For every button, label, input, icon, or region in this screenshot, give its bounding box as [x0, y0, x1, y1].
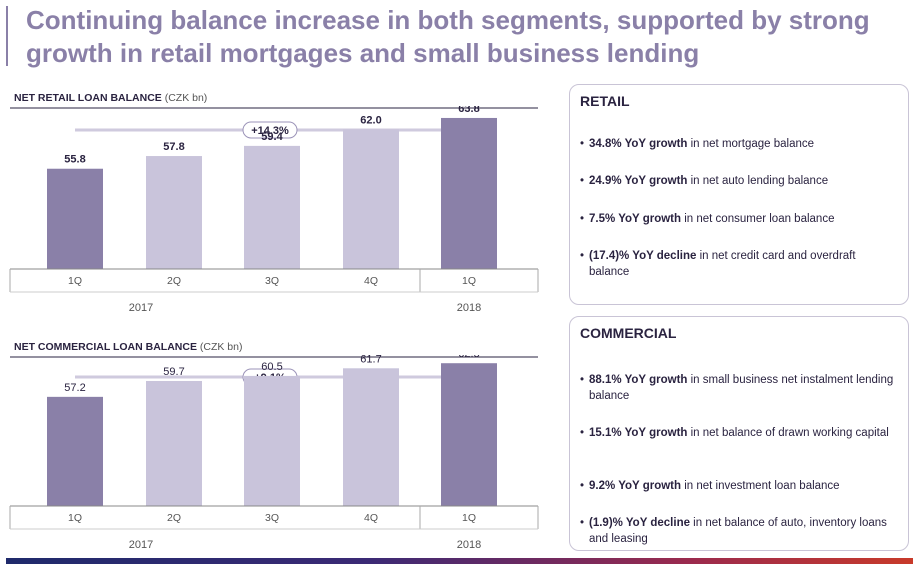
growth-label: +14.3% — [251, 125, 289, 137]
bar — [441, 117, 497, 269]
bar — [441, 363, 497, 506]
retail-bullet-text: in net mortgage balance — [687, 138, 815, 150]
retail-bullet: • 7.5% YoY growth in net consumer loan ba… — [580, 213, 835, 225]
category-label: 2Q — [167, 275, 181, 287]
page-title: Continuing balance increase in both segm… — [26, 5, 870, 68]
category-label: 4Q — [364, 275, 378, 287]
bar-value-label: 63.8 — [458, 106, 479, 115]
commercial-bullet-text: in small business net instalment lending… — [589, 374, 894, 402]
title-accent-bar — [6, 6, 8, 66]
commercial-chart-title: NET COMMERCIAL LOAN BALANCE (CZK bn) — [14, 341, 242, 353]
commercial-panel: COMMERCIAL • 88.1% YoY growth in small bu… — [569, 316, 909, 551]
commercial-bullet-bold: 15.1% YoY growth — [589, 427, 688, 439]
bar-value-label: 57.2 — [64, 382, 85, 394]
bar-value-label: 59.4 — [261, 131, 283, 143]
bar — [244, 375, 300, 506]
bar — [244, 145, 300, 269]
bar — [47, 168, 103, 269]
category-label: 1Q — [68, 512, 82, 524]
bar — [343, 129, 399, 269]
bar-value-label: 60.5 — [261, 361, 282, 373]
category-label: 2Q — [167, 512, 181, 524]
retail-bullet-text: in net credit card and overdraft balance — [589, 250, 856, 278]
commercial-bullet: • 88.1% YoY growth in small business net … — [580, 374, 894, 402]
retail-loan-chart: +14.3% 55.8 1Q 57.8 2Q 59.4 3Q 62.0 4Q 63.8 1Q 2017… — [9, 106, 539, 314]
bar-value-label: 55.8 — [64, 154, 85, 166]
category-label: 3Q — [265, 275, 279, 287]
category-label: 1Q — [462, 512, 476, 524]
bar-value-label: 62.0 — [360, 114, 381, 126]
retail-chart-title-text: NET RETAIL LOAN BALANCE — [14, 92, 162, 104]
category-label: 3Q — [265, 512, 279, 524]
retail-bullet: • (17.4)% YoY decline in net credit card … — [580, 250, 856, 278]
retail-bullet-text: in net auto lending balance — [687, 175, 829, 187]
bar-value-label: 57.8 — [163, 141, 184, 153]
bar — [47, 396, 103, 506]
retail-bullet-bold: 24.9% YoY growth — [589, 175, 688, 187]
commercial-bullet-text: in net balance of auto, inventory loans … — [589, 517, 887, 545]
retail-bullet-bold: 7.5% YoY growth — [589, 213, 682, 225]
growth-badge — [242, 121, 298, 139]
retail-bullet-bold: (17.4)% YoY decline — [589, 250, 697, 262]
commercial-loan-chart: +9.1%57.21Q59.72Q60.53Q61.74Q62.51Q20172… — [9, 355, 539, 551]
bar — [146, 380, 202, 506]
year-label: 2018 — [457, 302, 481, 314]
retail-chart-title: NET RETAIL LOAN BALANCE (CZK bn) — [14, 92, 207, 104]
bar-value-label: 62.5 — [458, 355, 479, 360]
commercial-bullet-text: in net balance of drawn working capital — [687, 427, 889, 439]
commercial-bullet-bold: 88.1% YoY growth — [589, 374, 688, 386]
commercial-bullet-bold: 9.2% YoY growth — [589, 480, 682, 492]
footer-gradient-bar — [6, 558, 913, 564]
bar — [343, 368, 399, 506]
year-label: 2018 — [457, 539, 481, 551]
retail-bullet-text: in net consumer loan balance — [681, 213, 835, 225]
retail-bullet: • 34.8% YoY growth in net mortgage balanc… — [580, 138, 815, 150]
year-label: 2017 — [129, 302, 153, 314]
commercial-bullet: • 15.1% YoY growth in net balance of draw… — [580, 427, 889, 439]
retail-chart-unit: (CZK bn) — [164, 92, 208, 104]
bar — [146, 156, 202, 269]
year-label: 2017 — [129, 539, 153, 551]
commercial-heading: COMMERCIAL — [580, 325, 677, 341]
category-label: 4Q — [364, 512, 378, 524]
bar-value-label: 59.7 — [163, 366, 184, 378]
retail-bullet: • 24.9% YoY growth in net auto lending ba… — [580, 175, 829, 187]
commercial-bullet: • (1.9)% YoY decline in net balance of au… — [580, 517, 887, 545]
retail-bullet-bold: 34.8% YoY growth — [589, 138, 688, 150]
commercial-bullet: • 9.2% YoY growth in net investment loan … — [580, 480, 840, 492]
bar-value-label: 61.7 — [360, 355, 381, 365]
retail-heading: RETAIL — [580, 93, 630, 109]
commercial-chart-unit: (CZK bn) — [199, 341, 243, 353]
category-label: 1Q — [462, 275, 476, 287]
category-label: 1Q — [68, 275, 82, 287]
commercial-bullet-text: in net investment loan balance — [681, 480, 840, 492]
retail-panel: RETAIL • 34.8% YoY growth in net mortgage… — [569, 84, 909, 305]
commercial-bullet-bold: (1.9)% YoY decline — [589, 517, 690, 529]
commercial-chart-title-text: NET COMMERCIAL LOAN BALANCE — [14, 341, 197, 353]
